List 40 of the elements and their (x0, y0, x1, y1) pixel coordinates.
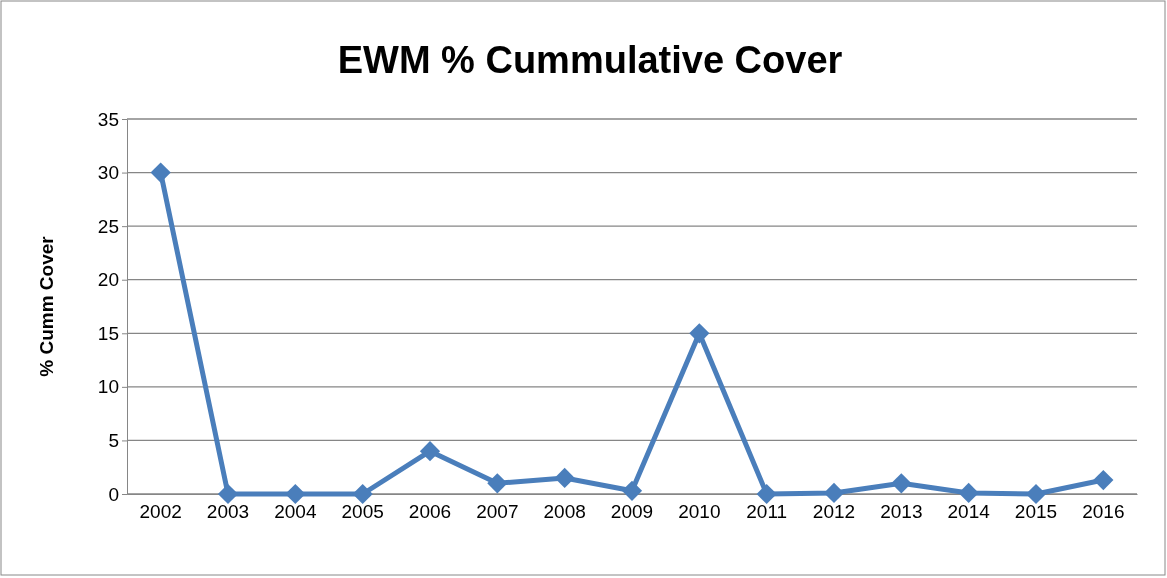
y-tick-label: 25 (97, 215, 119, 237)
point (823, 482, 845, 504)
point (689, 323, 710, 344)
point (891, 473, 912, 494)
x-tick-label: 2010 (678, 500, 721, 522)
x-tick-label: 2014 (947, 500, 991, 522)
x-tick-label: 2008 (543, 500, 586, 522)
point (756, 483, 777, 505)
y-tick-label: 30 (97, 162, 119, 184)
x-tick-label: 2005 (341, 500, 384, 522)
x-tick-label: 2012 (812, 500, 856, 522)
x-tick-label: 2006 (408, 500, 452, 522)
point (419, 441, 441, 462)
point (352, 483, 373, 505)
point (487, 473, 508, 494)
x-tick-label: 2002 (139, 500, 182, 522)
y-tick-label: 15 (97, 322, 119, 344)
x-tick-label: 2015 (1014, 500, 1058, 522)
y-tick-label: 5 (108, 430, 119, 452)
y-tick-label: 0 (108, 483, 119, 505)
point (285, 483, 306, 505)
x-tick-label: 2013 (880, 500, 923, 522)
point (958, 482, 979, 504)
point (217, 483, 239, 505)
x-tick-label: 2007 (476, 500, 519, 522)
x-tick-label: 2009 (610, 500, 654, 522)
point (150, 162, 171, 183)
point (554, 467, 575, 489)
point (1025, 483, 1047, 505)
x-tick-label: 2004 (274, 500, 317, 522)
x-tick-label: 2016 (1082, 500, 1125, 522)
y-tick-label: 35 (97, 108, 119, 130)
point (1093, 469, 1114, 491)
y-tick-label: 10 (97, 376, 119, 398)
chart-title: EWM % Cummulative Cover (337, 39, 843, 81)
x-tick-label: 2011 (746, 500, 788, 522)
x-tick-label: 2003 (206, 500, 250, 522)
point (621, 480, 643, 501)
y-axis-title: % Cumm Cover (36, 235, 57, 377)
y-tick-label: 20 (97, 269, 119, 291)
